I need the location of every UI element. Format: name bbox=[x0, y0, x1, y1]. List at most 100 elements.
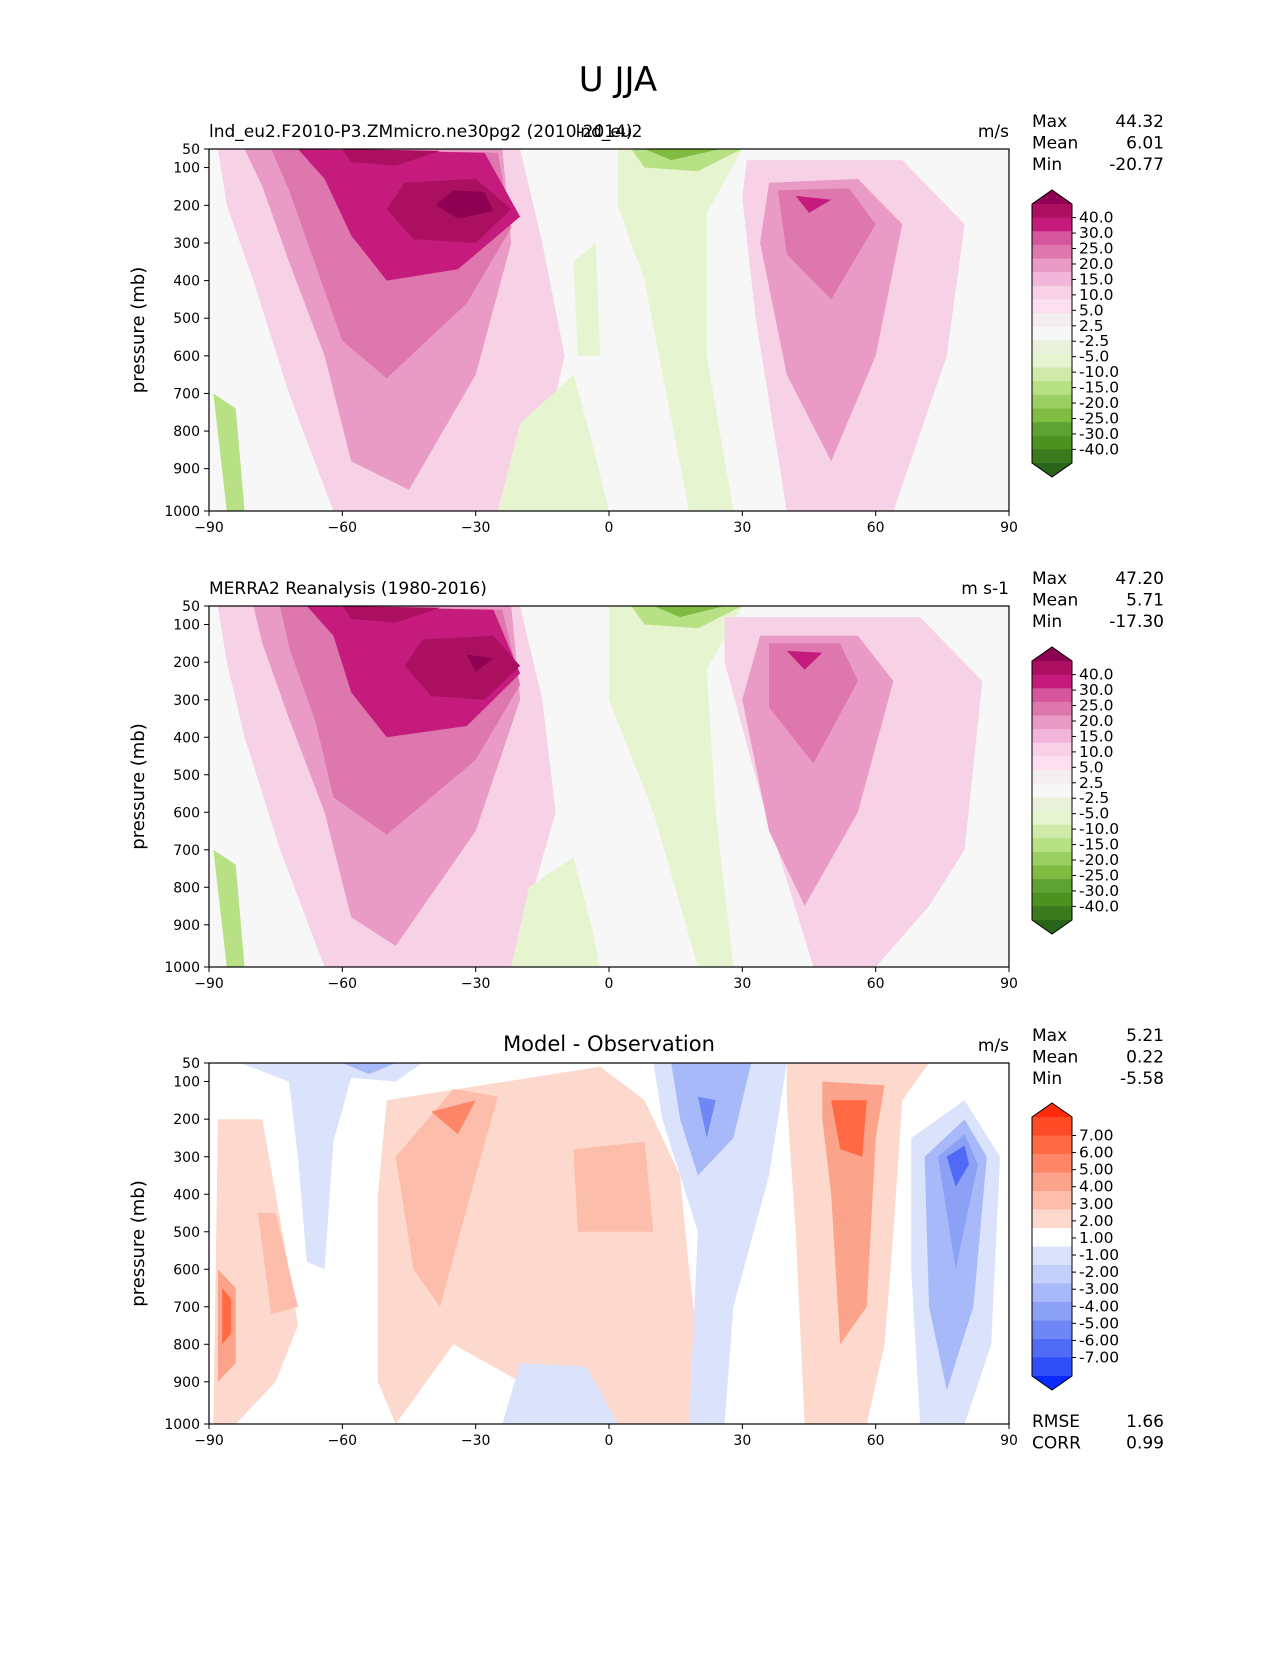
colorbar-swatch bbox=[1032, 838, 1072, 853]
y-tick-label: 700 bbox=[173, 843, 200, 859]
y-tick-label: 1000 bbox=[164, 960, 200, 976]
colorbar-swatch bbox=[1032, 1357, 1072, 1377]
colorbar-extend-top bbox=[1032, 1103, 1072, 1117]
colorbar-swatch bbox=[1032, 797, 1072, 812]
colorbar-swatch bbox=[1032, 810, 1072, 825]
colorbar-label: -30.0 bbox=[1079, 425, 1119, 443]
x-tick-label: 0 bbox=[605, 976, 614, 992]
contour-fill-test-4 bbox=[342, 149, 441, 166]
stat-label-max: Max bbox=[1032, 569, 1067, 589]
x-tick-label: −60 bbox=[328, 1433, 358, 1449]
colorbar-swatch bbox=[1032, 272, 1072, 287]
colorbar-swatch bbox=[1032, 824, 1072, 839]
contour-fill-reference-13 bbox=[769, 643, 858, 764]
colorbar-swatch bbox=[1032, 1228, 1072, 1247]
colorbar-extend-bottom bbox=[1032, 1376, 1072, 1390]
y-tick-label: 50 bbox=[182, 142, 200, 158]
colorbar-label: -3.00 bbox=[1079, 1280, 1119, 1298]
y-tick-label: 300 bbox=[173, 693, 200, 709]
contour-fill-test-14 bbox=[777, 188, 876, 300]
contour-fill-difference-20 bbox=[946, 1145, 969, 1187]
x-tick-label: 30 bbox=[733, 976, 751, 992]
contour-fill-test-15 bbox=[795, 195, 832, 213]
colorbar-swatch bbox=[1032, 892, 1072, 907]
colorbar-label: 10.0 bbox=[1079, 743, 1114, 761]
y-tick-label: 600 bbox=[173, 805, 200, 821]
x-tick-label: 30 bbox=[733, 1433, 751, 1449]
x-tick-label: 90 bbox=[1000, 976, 1018, 992]
x-tick-label: −90 bbox=[194, 1433, 224, 1449]
colorbar-swatch bbox=[1032, 729, 1072, 744]
contour-fill-difference-7 bbox=[395, 1089, 498, 1307]
colorbar-swatch bbox=[1032, 449, 1072, 464]
colorbar-label: -5.0 bbox=[1079, 805, 1109, 823]
y-tick-label: 1000 bbox=[164, 1417, 200, 1433]
colorbar-label: 5.0 bbox=[1079, 758, 1104, 776]
colorbar-extend-bottom bbox=[1032, 920, 1072, 934]
colorbar-swatch bbox=[1032, 1265, 1072, 1284]
colorbar-label: 5.0 bbox=[1079, 301, 1104, 319]
colorbar-label: 40.0 bbox=[1079, 666, 1114, 684]
contour-fill-test-7 bbox=[497, 374, 609, 511]
colorbar-label: -40.0 bbox=[1079, 440, 1119, 458]
colorbar-label: 2.00 bbox=[1079, 1212, 1114, 1230]
y-tick-label: 600 bbox=[173, 349, 200, 365]
colorbar-label: 3.00 bbox=[1079, 1195, 1114, 1213]
stat-value-mean: 6.01 bbox=[1126, 134, 1164, 154]
contour-fill-test-16 bbox=[213, 393, 245, 511]
x-tick-label: 90 bbox=[1000, 1433, 1018, 1449]
y-tick-label: 200 bbox=[173, 1112, 200, 1128]
colorbar-swatch bbox=[1032, 381, 1072, 396]
colorbar-swatch bbox=[1032, 1320, 1072, 1340]
y-tick-label: 300 bbox=[173, 236, 200, 252]
colorbar-outline bbox=[1031, 189, 1073, 478]
colorbar-label: -20.0 bbox=[1079, 851, 1119, 869]
colorbar-label: -6.00 bbox=[1079, 1331, 1119, 1349]
stat-label-mean: Mean bbox=[1032, 591, 1078, 611]
contour-fill-test-9 bbox=[617, 149, 743, 511]
contour-fill-difference-5 bbox=[342, 1063, 396, 1075]
stat-value-min: -20.77 bbox=[1109, 155, 1164, 175]
y-tick-label: 900 bbox=[173, 462, 200, 478]
colorbar-label: -15.0 bbox=[1079, 836, 1119, 854]
colorbar-swatch bbox=[1032, 408, 1072, 423]
colorbar-outline bbox=[1031, 1102, 1073, 1391]
y-tick-label: 1000 bbox=[164, 504, 200, 520]
y-tick-label: 200 bbox=[173, 655, 200, 671]
y-tick-label: 900 bbox=[173, 1375, 200, 1391]
colorbar-label: -10.0 bbox=[1079, 820, 1119, 838]
contour-fill-test-11 bbox=[644, 149, 721, 161]
stat-value-mean: 5.71 bbox=[1126, 591, 1164, 611]
colorbar-swatch bbox=[1032, 340, 1072, 355]
x-tick-label: 60 bbox=[867, 976, 885, 992]
colorbar-label: -25.0 bbox=[1079, 866, 1119, 884]
colorbar-label: 2.5 bbox=[1079, 774, 1104, 792]
colorbar-swatch bbox=[1032, 367, 1072, 382]
colorbar-swatch bbox=[1032, 1246, 1072, 1266]
stat-value-min: -17.30 bbox=[1109, 612, 1164, 632]
colorbar-outline bbox=[1031, 646, 1073, 935]
x-tick-label: 90 bbox=[1000, 520, 1018, 536]
y-tick-label: 100 bbox=[173, 617, 200, 633]
contour-fill-difference-8 bbox=[431, 1100, 476, 1135]
y-tick-label: 800 bbox=[173, 424, 200, 440]
colorbar-label: 30.0 bbox=[1079, 224, 1114, 242]
x-tick-label: 30 bbox=[733, 520, 751, 536]
colorbar-swatch bbox=[1032, 299, 1072, 314]
colorbar-swatch bbox=[1032, 770, 1072, 785]
stat-value-corr: 0.99 bbox=[1126, 1434, 1164, 1454]
colorbar-swatch bbox=[1032, 1135, 1072, 1155]
contour-fill-difference-15 bbox=[822, 1081, 885, 1345]
y-tick-label: 800 bbox=[173, 880, 200, 896]
colorbar-label: -2.5 bbox=[1079, 789, 1109, 807]
y-tick-label: 50 bbox=[182, 599, 200, 615]
panel-title-center: lnd_eu2 bbox=[576, 122, 643, 142]
y-tick-label: 100 bbox=[173, 1074, 200, 1090]
units-label: m s-1 bbox=[961, 579, 1009, 599]
colorbar-label: -4.00 bbox=[1079, 1297, 1119, 1315]
colorbar-swatch bbox=[1032, 1209, 1072, 1229]
colorbar-extend-bottom bbox=[1032, 463, 1072, 477]
y-tick-label: 500 bbox=[173, 311, 200, 327]
stat-label-max: Max bbox=[1032, 112, 1067, 132]
